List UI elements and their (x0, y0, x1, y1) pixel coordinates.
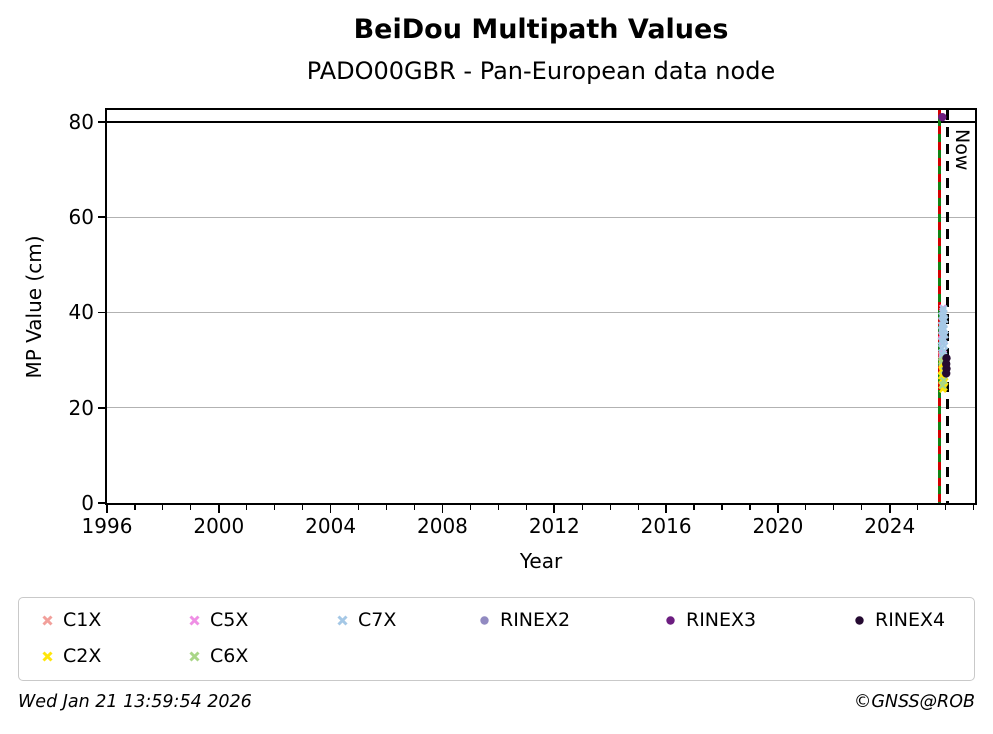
x-minor-tick (357, 505, 360, 510)
x-minor-tick (609, 505, 611, 510)
x-minor-tick (833, 505, 835, 510)
x-minor-tick (385, 505, 388, 510)
legend-item-RINEX4: RINEX4 (853, 606, 945, 634)
gridline-y20 (107, 407, 975, 409)
point-RINEX3 (938, 112, 947, 122)
x-marker-icon (337, 614, 348, 626)
x-minor-tick (637, 505, 639, 510)
y-tick-label: 0 (81, 491, 94, 515)
x-minor-tick (302, 505, 304, 510)
x-major-tick (329, 505, 332, 513)
x-tick-label: 2020 (752, 514, 804, 538)
x-tick-label: 2004 (305, 514, 357, 538)
y-tick (98, 216, 105, 218)
legend-label: C5X (210, 609, 249, 631)
y-tick (98, 406, 105, 409)
x-minor-tick (693, 505, 695, 510)
copyright-text: ©GNSS@ROB (853, 692, 975, 712)
legend-label: RINEX2 (500, 609, 571, 631)
x-minor-tick (945, 505, 947, 510)
x-minor-tick (274, 505, 276, 510)
x-major-tick (888, 505, 891, 513)
point-C6X (939, 376, 948, 385)
legend-item-C7X: C7X (336, 606, 396, 634)
timestamp-text: Wed Jan 21 13:59:54 2026 (18, 692, 252, 712)
y-axis-label: MP Value (cm) (22, 235, 46, 379)
y-tick (98, 311, 105, 314)
legend-label: C2X (63, 645, 102, 667)
legend-label: C7X (358, 609, 397, 631)
y-tick (98, 502, 105, 504)
point-C7X (939, 304, 948, 313)
x-major-tick (441, 505, 444, 513)
x-marker-icon (42, 650, 53, 662)
x-minor-tick (749, 505, 751, 510)
x-major-tick (665, 505, 667, 513)
x-tick-label: 2024 (864, 514, 916, 538)
x-minor-tick (525, 505, 527, 510)
x-minor-tick (134, 505, 136, 510)
x-marker-icon (42, 614, 53, 626)
x-major-tick (106, 505, 108, 513)
legend-box: C1X C5X C7X RINEX2 RINEX3 RINEX4 C2X C6X (18, 597, 975, 681)
x-minor-tick (246, 505, 248, 510)
x-tick-label: 2016 (640, 514, 692, 538)
x-minor-tick (581, 505, 583, 510)
x-minor-tick (861, 505, 863, 510)
plot-area (105, 108, 977, 505)
x-minor-tick (162, 505, 164, 510)
x-major-tick (218, 505, 220, 513)
y-tick-label: 60 (68, 205, 94, 230)
x-minor-tick (190, 505, 192, 510)
x-axis-label: Year (519, 549, 563, 573)
legend-label: RINEX3 (686, 609, 757, 631)
legend-item-C2X: C2X (41, 642, 101, 670)
chart-subtitle: PADO00GBR - Pan-European data node (306, 57, 776, 85)
point-C7X (938, 324, 947, 333)
x-minor-tick (413, 505, 416, 510)
x-major-tick (777, 505, 779, 513)
legend-label: C1X (63, 609, 102, 631)
y-tick (98, 121, 105, 123)
legend-item-C6X: C6X (188, 642, 248, 670)
gridline-y40 (107, 311, 975, 313)
dot-marker-icon (480, 615, 489, 625)
legend-label: RINEX4 (875, 609, 946, 631)
y-tick-label: 40 (68, 300, 94, 325)
dot-marker-icon (855, 615, 864, 625)
y-tick-label: 20 (68, 395, 94, 420)
y-tick-label: 80 (68, 109, 94, 134)
x-tick-label: 2000 (193, 514, 245, 538)
legend-item-RINEX3: RINEX3 (664, 606, 756, 634)
x-minor-tick (721, 505, 723, 510)
x-minor-tick (469, 505, 471, 510)
now-line-label: Now (951, 128, 973, 172)
x-marker-icon (189, 650, 200, 662)
dot-marker-icon (666, 615, 675, 625)
legend-label: C6X (210, 645, 249, 667)
limit-line-80 (107, 120, 975, 124)
x-minor-tick (805, 505, 807, 510)
x-tick-label: 2012 (528, 514, 580, 538)
x-tick-label: 2008 (417, 514, 468, 538)
gridline-y60 (107, 216, 975, 218)
scatter-points (937, 112, 951, 394)
x-minor-tick (917, 505, 919, 510)
x-minor-tick (973, 505, 975, 510)
legend-item-RINEX2: RINEX2 (478, 606, 570, 634)
x-major-tick (553, 505, 556, 513)
x-marker-icon (189, 614, 200, 626)
x-tick-label: 1996 (81, 514, 133, 538)
legend-item-C5X: C5X (188, 606, 248, 634)
legend-item-C1X: C1X (41, 606, 101, 634)
chart-title: BeiDou Multipath Values (353, 14, 729, 45)
x-minor-tick (497, 505, 499, 510)
point-RINEX4 (942, 353, 951, 363)
